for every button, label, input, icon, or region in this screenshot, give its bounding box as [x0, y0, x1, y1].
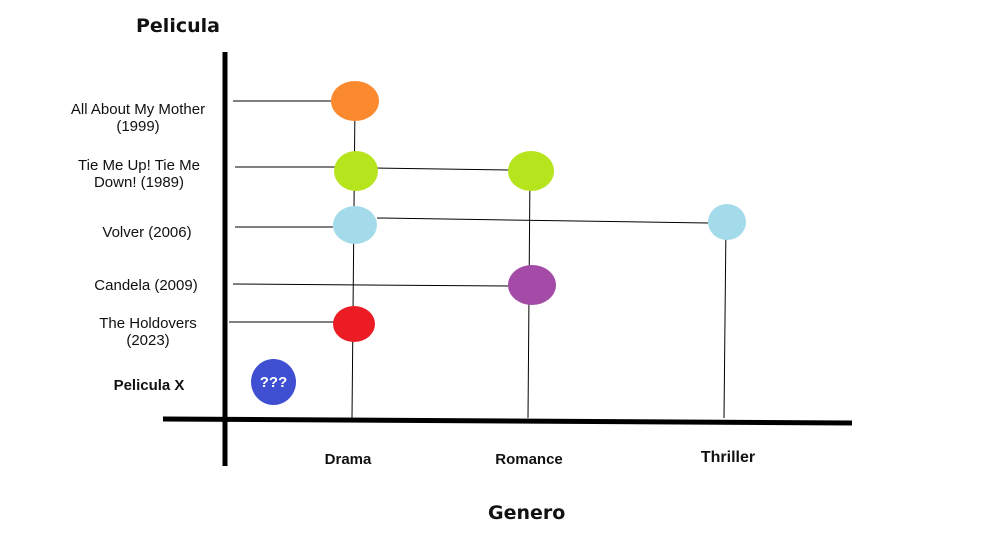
- unknown-label: ???: [259, 373, 288, 391]
- category-drama: Drama: [324, 451, 372, 468]
- dot-volver-drama: [333, 206, 377, 244]
- dot-holdovers-drama: [333, 306, 375, 342]
- x-axis: [162, 416, 853, 426]
- row-link-volver: [376, 217, 709, 224]
- movie-label-volver: Volver (2006): [102, 224, 192, 241]
- drama-line: [351, 101, 356, 419]
- pelicula-x-dot: ???: [251, 359, 296, 405]
- dot-volver-thriller: [708, 204, 746, 240]
- row-link-tie-me-up: [375, 167, 511, 171]
- dot-all-about-my-mother-drama: [331, 81, 379, 121]
- dot-tie-me-up-romance: [508, 151, 554, 191]
- dot-candela-romance: [508, 265, 556, 305]
- thriller-line: [723, 221, 727, 419]
- category-romance: Romance: [495, 451, 563, 468]
- movie-label-all-about-my-mother: All About My Mother (1999): [70, 101, 206, 135]
- movie-label-holdovers: The Holdovers (2023): [99, 315, 197, 349]
- movie-label-tie-me-up: Tie Me Up! Tie Me Down! (1989): [78, 157, 200, 191]
- category-thriller: Thriller: [700, 449, 756, 466]
- y-axis-title: Pelicula: [136, 15, 220, 37]
- dot-tie-me-up-drama: [334, 151, 378, 191]
- movie-label-pelicula-x: Pelicula X: [113, 377, 185, 394]
- row-line-candela: [232, 283, 510, 287]
- movie-label-candela: Candela (2009): [94, 277, 198, 294]
- x-axis-title: Genero: [488, 502, 566, 524]
